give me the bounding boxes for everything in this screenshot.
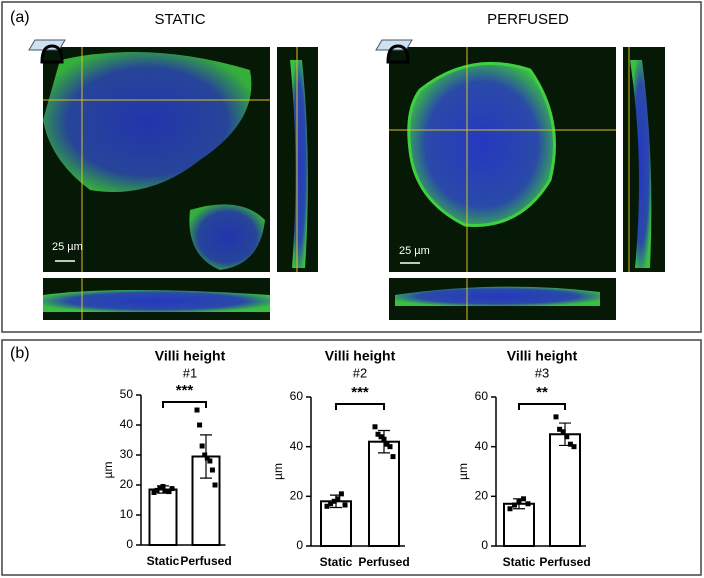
y-tick-label: 20	[475, 489, 489, 503]
data-point	[375, 431, 381, 437]
chart-subtitle: #3	[535, 365, 549, 380]
data-point	[197, 422, 203, 428]
bar	[549, 433, 581, 547]
data-point	[571, 444, 577, 450]
chart-subtitle: #2	[353, 365, 367, 380]
image-title: PERFUSED	[487, 11, 569, 28]
x-tick-label: Perfused	[539, 555, 590, 569]
y-tick-label: 40	[475, 439, 489, 453]
data-point	[387, 444, 393, 450]
data-point	[564, 434, 570, 440]
data-point	[169, 486, 175, 492]
micrograph-perfused	[375, 39, 665, 320]
y-tick-label: 60	[475, 389, 489, 403]
data-point	[151, 490, 157, 495]
y-tick-label: 20	[290, 489, 304, 503]
y-tick-label: 30	[120, 447, 134, 461]
significance-label: ***	[176, 382, 194, 399]
data-point	[335, 496, 341, 502]
y-tick-label: 0	[481, 538, 488, 552]
data-point	[199, 443, 205, 449]
data-point	[209, 467, 215, 473]
y-tick-label: 60	[290, 389, 304, 403]
bar	[148, 488, 178, 546]
data-point	[194, 407, 200, 413]
significance-bracket	[335, 403, 385, 410]
x-tick-label: Static	[147, 554, 180, 568]
y-tick-label: 40	[290, 439, 304, 453]
data-point	[507, 506, 513, 512]
data-point	[390, 454, 396, 460]
data-point	[384, 441, 390, 447]
chart-subtitle: #1	[183, 365, 197, 380]
data-point	[342, 502, 348, 508]
y-axis-label: µm	[271, 463, 285, 480]
data-point	[512, 502, 517, 508]
data-point	[378, 434, 384, 440]
data-point	[157, 485, 163, 491]
significance-bracket	[518, 403, 566, 410]
chart-title: Villi height	[155, 348, 226, 364]
image-title: STATIC	[154, 11, 205, 28]
data-point	[553, 414, 559, 420]
data-point	[324, 503, 330, 509]
y-axis-label: µm	[456, 463, 470, 480]
panel-label: (b)	[10, 345, 30, 362]
data-point	[557, 426, 563, 432]
significance-label: **	[536, 384, 548, 401]
x-tick-label: Perfused	[180, 554, 231, 568]
x-tick-label: Perfused	[358, 555, 409, 569]
data-point	[328, 501, 334, 507]
y-tick-label: 50	[120, 387, 134, 401]
data-point	[372, 424, 378, 430]
data-point	[338, 491, 344, 497]
y-axis-label: µm	[101, 462, 115, 479]
x-tick-label: Static	[503, 555, 536, 569]
data-point	[160, 484, 166, 489]
data-point	[207, 458, 213, 464]
micrograph-static	[28, 39, 318, 320]
y-tick-label: 0	[126, 537, 133, 551]
panel-label: (a)	[10, 9, 30, 26]
scale-bar-label: 25 µm	[399, 245, 430, 257]
data-point	[163, 488, 169, 494]
data-point	[202, 452, 208, 458]
data-point	[331, 498, 337, 504]
data-point	[525, 501, 531, 507]
scale-bar-label: 25 µm	[52, 241, 83, 253]
data-point	[560, 429, 566, 435]
data-point	[154, 487, 160, 493]
data-point	[516, 498, 522, 504]
y-tick-label: 20	[120, 477, 134, 491]
data-point	[204, 455, 210, 461]
y-tick-label: 10	[120, 507, 134, 521]
data-point	[166, 489, 172, 495]
data-point	[521, 496, 526, 502]
chart-title: Villi height	[325, 348, 396, 364]
data-point	[212, 482, 218, 488]
chart-title: Villi height	[507, 348, 578, 364]
data-point	[567, 441, 573, 447]
data-point	[381, 436, 387, 442]
significance-label: ***	[351, 384, 369, 401]
y-tick-label: 40	[120, 417, 134, 431]
significance-bracket	[162, 401, 207, 408]
x-tick-label: Static	[320, 555, 353, 569]
y-tick-label: 0	[296, 538, 303, 552]
